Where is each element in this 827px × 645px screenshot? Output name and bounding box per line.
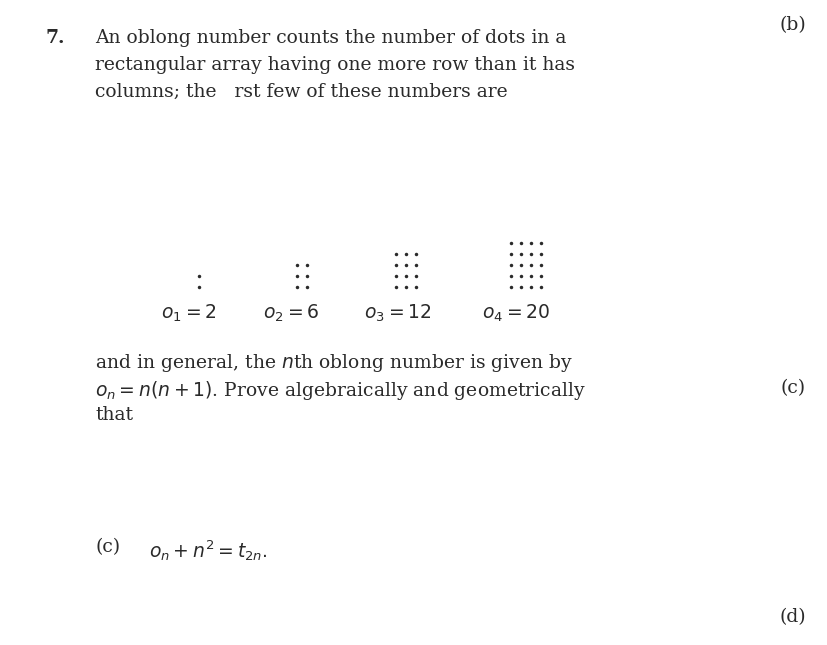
Text: that: that [95, 406, 133, 424]
Text: (c): (c) [95, 539, 120, 557]
Text: rectangular array having one more row than it has: rectangular array having one more row th… [95, 56, 575, 74]
Text: 7.: 7. [45, 29, 65, 47]
Text: $o_n = n(n + 1)$. Prove algebraically and geometrically: $o_n = n(n + 1)$. Prove algebraically an… [95, 379, 586, 402]
Text: An oblong number counts the number of dots in a: An oblong number counts the number of do… [95, 29, 566, 47]
Text: (d): (d) [779, 608, 805, 626]
Text: $o_1 = 2$: $o_1 = 2$ [161, 303, 217, 324]
Text: $o_2 = 6$: $o_2 = 6$ [263, 303, 319, 324]
Text: (b): (b) [779, 16, 805, 34]
Text: (c): (c) [780, 379, 805, 397]
Text: $o_n + n^2 = t_{2n}.$: $o_n + n^2 = t_{2n}.$ [149, 539, 267, 563]
Text: $o_3 = 12$: $o_3 = 12$ [364, 303, 431, 324]
Text: $o_4 = 20$: $o_4 = 20$ [481, 303, 549, 324]
Text: and in general, the $n$th oblong number is given by: and in general, the $n$th oblong number … [95, 352, 572, 373]
Text: columns; the   rst few of these numbers are: columns; the rst few of these numbers ar… [95, 83, 507, 101]
